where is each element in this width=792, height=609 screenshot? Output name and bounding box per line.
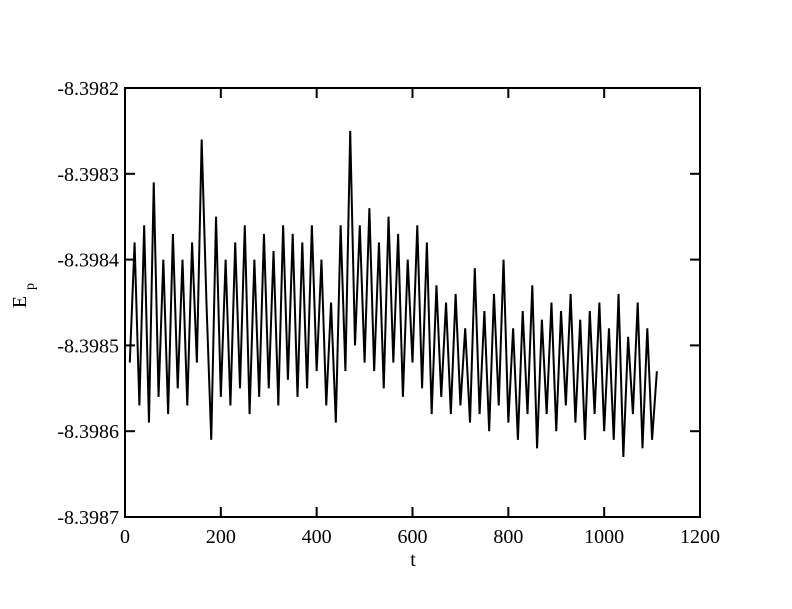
y-tick-label: -8.3982 (57, 78, 119, 100)
x-tick-label: 600 (398, 526, 428, 548)
y-tick-label: -8.3983 (57, 164, 119, 186)
y-tick-label: -8.3984 (57, 250, 119, 272)
data-line (128, 130, 658, 457)
x-tick-label: 1000 (584, 526, 624, 548)
y-tick-label: -8.3985 (57, 335, 119, 357)
y-tick-label: -8.3987 (57, 507, 119, 529)
y-axis-label-group: E p (9, 283, 38, 308)
x-tick-label: 800 (493, 526, 523, 548)
x-tick-label: 400 (302, 526, 332, 548)
x-tick-label: 200 (206, 526, 236, 548)
y-tick-label: -8.3986 (57, 421, 119, 443)
x-tick-label: 1200 (680, 526, 720, 548)
y-axis-label-subscript: p (23, 283, 38, 290)
plot-frame (124, 87, 701, 518)
x-tick-label: 0 (120, 526, 130, 548)
y-axis-label: E (9, 296, 31, 308)
x-axis-label: t (410, 549, 416, 571)
